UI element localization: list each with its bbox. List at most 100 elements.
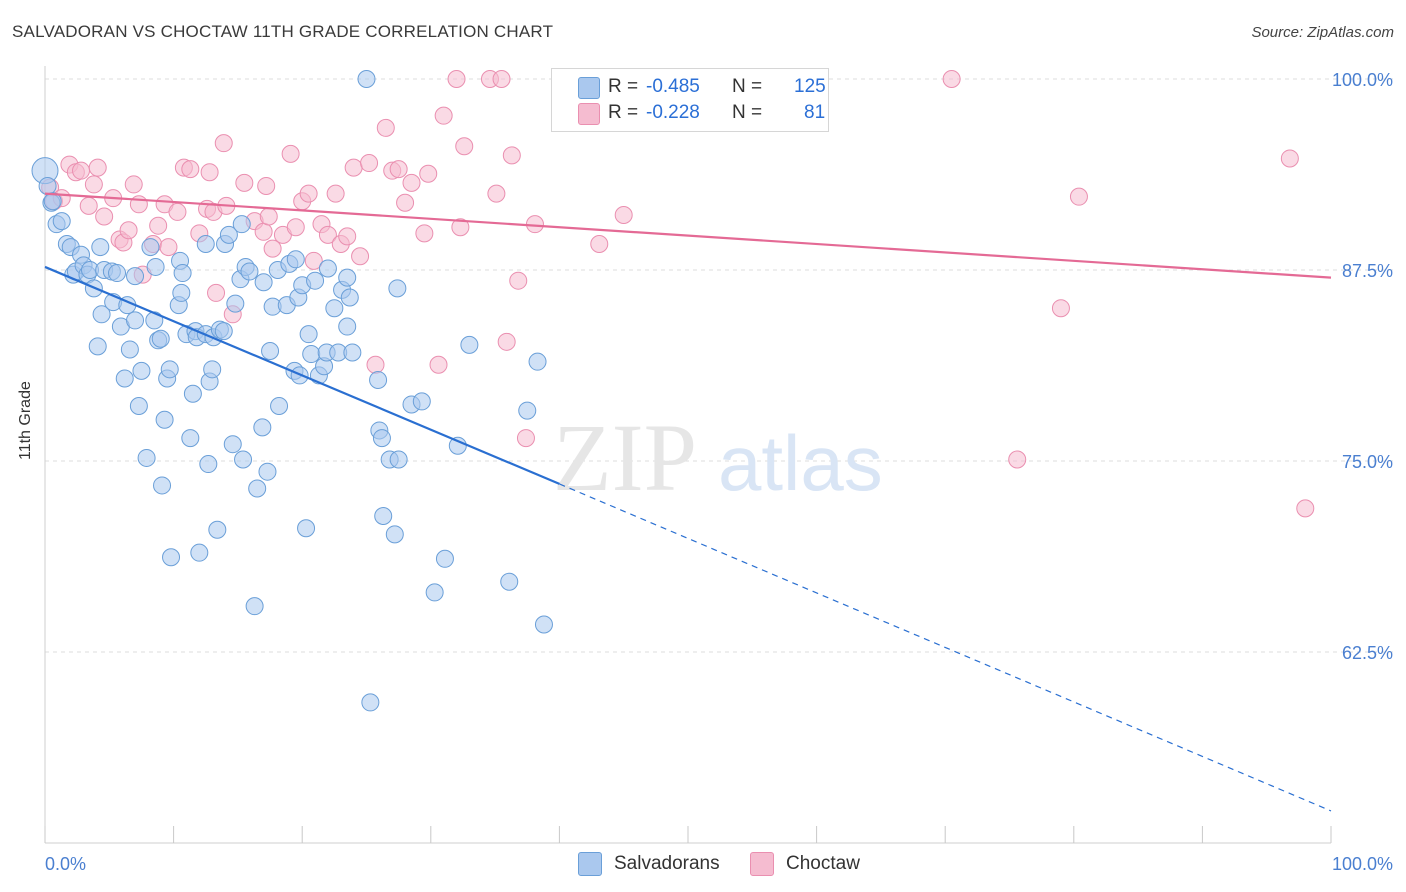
salvadoran-point — [226, 294, 245, 313]
watermark: ZIP atlas — [553, 404, 883, 511]
salvadoran-point — [126, 267, 145, 286]
choctaw-point — [299, 184, 318, 203]
salvadoran-point — [190, 543, 209, 562]
salvadoran-point — [297, 519, 316, 538]
salvadoran-point — [92, 305, 111, 324]
choctaw-point — [1008, 450, 1027, 469]
grid-lines — [45, 78, 1395, 653]
y-tick-label: 87.5% — [1342, 261, 1393, 281]
salvadoran-point — [172, 283, 191, 302]
salvadoran-point — [374, 507, 393, 526]
salvadoran-point — [248, 479, 267, 498]
salvadoran-point — [253, 418, 272, 437]
salvadoran-point — [120, 340, 139, 359]
salvadoran-point — [43, 192, 62, 211]
salvadoran-point — [129, 396, 148, 415]
choctaw-point — [286, 218, 305, 237]
choctaw-point — [497, 332, 516, 351]
salvadoran-point — [338, 317, 357, 336]
watermark-atlas: atlas — [718, 419, 883, 507]
salvadoran-point — [141, 238, 160, 257]
salvadoran-point — [91, 238, 110, 257]
choctaw-point — [614, 205, 633, 224]
y-tick-label: 100.0% — [1332, 70, 1393, 90]
salvadoran-point — [240, 262, 259, 281]
axes — [44, 66, 1332, 844]
choctaw-point — [263, 239, 282, 258]
salvadoran-point — [338, 268, 357, 287]
bottom-legend-salvadorans: Salvadorans — [578, 851, 720, 877]
choctaw-point — [235, 173, 254, 192]
choctaw-point — [1280, 149, 1299, 168]
legend-r-value: -0.485 — [646, 76, 700, 97]
salvadoran-point — [38, 176, 57, 195]
choctaw-point — [119, 221, 138, 240]
choctaw-point — [200, 163, 219, 182]
choctaw-point — [338, 227, 357, 246]
salvadoran-point — [448, 436, 467, 455]
chart-title: SALVADORAN VS CHOCTAW 11TH GRADE CORRELA… — [12, 22, 554, 41]
salvadoran-point — [372, 429, 391, 448]
salvadoran-point — [425, 583, 444, 602]
choctaw-point — [942, 70, 961, 88]
salvadoran-point — [199, 455, 218, 474]
choctaw-point — [376, 118, 395, 137]
salvadoran-point — [181, 429, 200, 448]
choctaw-point — [326, 184, 345, 203]
stats-legend: R = -0.485 N = 125 R = -0.228 N = 81 — [551, 68, 829, 132]
salvadoran-point — [245, 597, 264, 616]
salvadoran-point — [325, 299, 344, 318]
choctaw-point — [487, 184, 506, 203]
salvadoran-trend-extension — [559, 483, 1332, 812]
choctaw-trend-line — [44, 192, 1332, 279]
legend-r-value: -0.228 — [646, 102, 700, 123]
salvadoran-point — [160, 360, 179, 379]
legend-n-value: 81 — [804, 102, 826, 123]
choctaw-point — [447, 70, 466, 88]
salvadoran-point — [343, 343, 362, 362]
salvadoran-point — [173, 264, 192, 283]
y-tick-label: 75.0% — [1342, 452, 1393, 472]
salvadoran-point — [261, 341, 280, 360]
salvadoran-point — [214, 322, 233, 341]
salvadoran-point — [153, 476, 172, 495]
salvadoran-point — [318, 259, 337, 278]
salvadoran-point — [500, 572, 519, 591]
choctaw-point — [415, 224, 434, 243]
salvadoran-point — [460, 335, 479, 354]
salvadoran-point — [203, 360, 222, 379]
salvadoran-point — [126, 311, 145, 330]
choctaw-point — [259, 207, 278, 226]
choctaw-point — [95, 207, 114, 226]
choctaw-point — [434, 106, 453, 125]
choctaw-point — [402, 173, 421, 192]
choctaw-point — [88, 158, 107, 177]
choctaw-point — [1069, 187, 1088, 206]
choctaw-point — [79, 196, 98, 215]
salvadoran-point — [208, 520, 227, 539]
salvadoran-point — [299, 325, 318, 344]
choctaw-point — [451, 218, 470, 237]
salvadoran-point — [223, 435, 242, 454]
legend-n-label: N = — [732, 102, 763, 123]
salvadoran-swatch — [578, 77, 600, 99]
salvadoran-point — [369, 371, 388, 390]
salvadoran-point — [232, 215, 251, 234]
choctaw-point — [455, 137, 474, 156]
legend-r-label: R = — [608, 76, 639, 97]
salvadoran-point — [146, 257, 165, 276]
choctaw-point — [1051, 299, 1070, 318]
salvadoran-point — [306, 271, 325, 290]
salvadoran-point — [388, 279, 407, 298]
choctaw-point — [281, 144, 300, 163]
tick-labels: 62.5% 75.0% 87.5% 100.0% 0.0% 100.0% — [45, 70, 1393, 874]
salvadoran-point — [151, 329, 170, 348]
choctaw-point — [84, 175, 103, 194]
choctaw-point — [254, 222, 273, 241]
salvadoran-point — [302, 345, 321, 364]
salvadoran-point — [234, 450, 253, 469]
choctaw-point — [351, 247, 370, 266]
choctaw-point — [304, 251, 323, 270]
salvadoran-point — [361, 693, 380, 712]
choctaw-point — [389, 160, 408, 179]
